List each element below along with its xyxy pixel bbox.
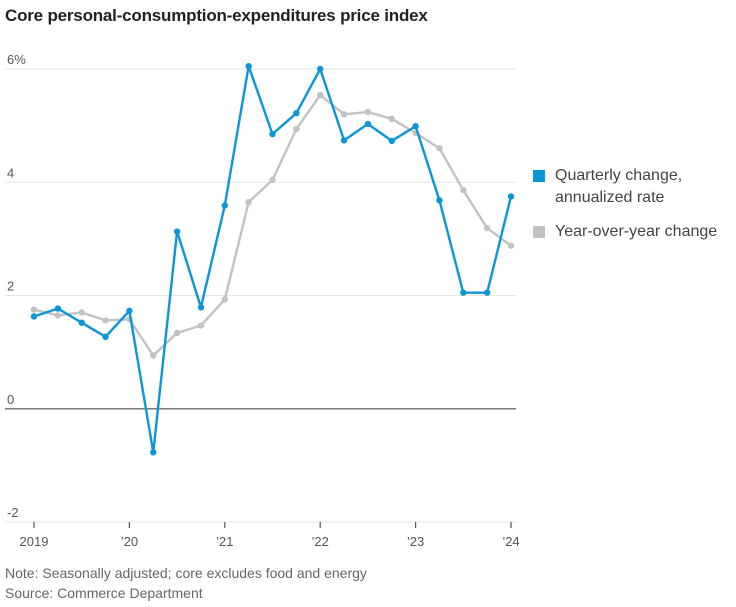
legend-swatch-quarterly: [533, 170, 545, 182]
source-text: Source: Commerce Department: [5, 585, 203, 601]
legend-item-yoy: Year-over-year change: [533, 221, 717, 243]
legend-item-quarterly: Quarterly change, annualized rate: [533, 165, 717, 209]
data-point-quarterly: [173, 228, 181, 235]
x-tick-label: ’24: [502, 534, 519, 549]
data-point-yoy: [364, 108, 372, 116]
chart-title: Core personal-consumption-expenditures p…: [5, 6, 428, 25]
data-point-yoy: [102, 317, 109, 324]
series-line-quarterly: [33, 64, 513, 454]
legend-swatch-yoy: [533, 226, 545, 238]
data-point-quarterly: [412, 122, 419, 130]
y-tick-label: 2: [7, 279, 14, 294]
data-point-yoy: [30, 306, 38, 313]
data-point-quarterly: [54, 305, 62, 312]
gridlines: [5, 68, 516, 523]
data-point-quarterly: [269, 130, 276, 138]
data-point-quarterly: [293, 109, 300, 117]
data-point-yoy: [340, 111, 348, 118]
legend-label-quarterly: Quarterly change, annualized rate: [555, 167, 683, 206]
data-point-quarterly: [483, 289, 491, 296]
data-point-yoy: [269, 176, 276, 184]
data-point-yoy: [436, 145, 443, 152]
y-axis-labels: 6% 4 2 0 -2: [7, 52, 26, 520]
x-tick-label: ’23: [407, 534, 424, 549]
data-point-quarterly: [388, 137, 395, 145]
x-axis: 2019 ’20 ’21 ’22 ’23 ’24: [20, 522, 520, 549]
x-tick-label: ’21: [216, 534, 233, 549]
legend-label-yoy: Year-over-year change: [555, 223, 718, 240]
data-point-yoy: [150, 352, 157, 359]
data-point-yoy: [460, 186, 467, 194]
data-point-yoy: [388, 115, 395, 123]
x-tick-label: ’22: [312, 534, 329, 549]
data-point-quarterly: [126, 307, 133, 314]
x-tick-label: ’20: [121, 534, 138, 549]
data-point-quarterly: [78, 319, 85, 326]
data-point-yoy: [197, 322, 205, 329]
data-point-quarterly: [221, 202, 228, 209]
data-point-yoy: [173, 329, 181, 337]
y-tick-label: 4: [7, 165, 14, 180]
data-point-yoy: [507, 242, 515, 249]
series-yoy: [30, 91, 515, 359]
x-tick-label: 2019: [20, 534, 49, 549]
data-point-quarterly: [364, 120, 372, 128]
data-point-yoy: [54, 312, 62, 319]
data-point-yoy: [221, 296, 228, 303]
note-text: Note: Seasonally adjusted; core excludes…: [5, 565, 367, 581]
legend: Quarterly change, annualized rate Year-o…: [533, 165, 717, 255]
data-point-yoy: [317, 91, 324, 99]
y-tick-label: 0: [7, 392, 14, 407]
series: [30, 62, 515, 456]
y-tick-label: -2: [7, 505, 19, 520]
data-point-quarterly: [507, 193, 515, 200]
data-point-yoy: [78, 309, 85, 316]
data-point-yoy: [245, 198, 252, 206]
series-quarterly: [30, 62, 515, 456]
data-point-quarterly: [436, 197, 443, 204]
data-point-quarterly: [317, 65, 324, 73]
data-point-quarterly: [245, 62, 252, 70]
data-point-quarterly: [150, 449, 157, 456]
data-point-quarterly: [340, 137, 348, 144]
data-point-quarterly: [197, 304, 205, 311]
data-point-yoy: [293, 125, 300, 133]
data-point-quarterly: [102, 333, 109, 341]
data-point-yoy: [483, 224, 491, 232]
data-point-quarterly: [30, 313, 38, 320]
data-point-quarterly: [460, 289, 467, 296]
y-tick-label: 6%: [7, 52, 26, 67]
